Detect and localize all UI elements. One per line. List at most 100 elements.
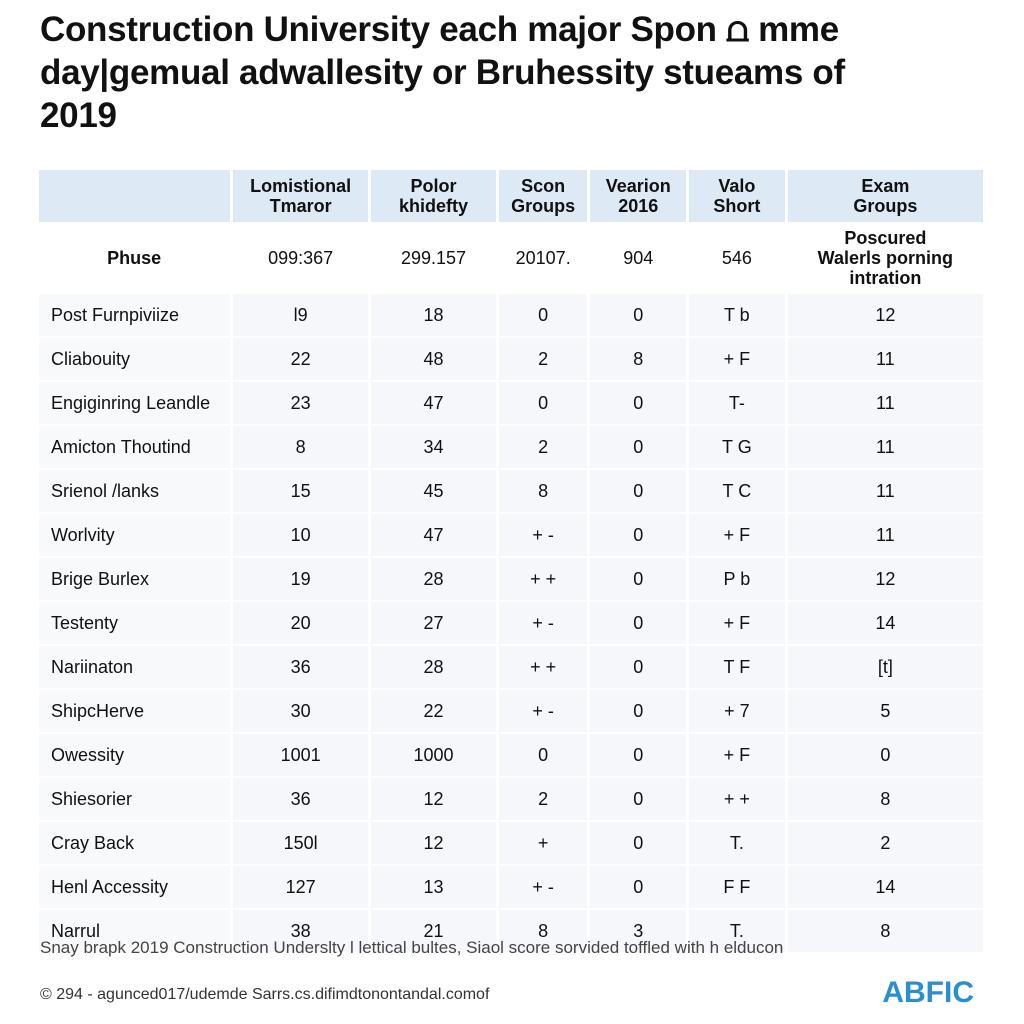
title: Construction University each major Spon … — [40, 8, 845, 137]
header-cell: Polor khidefty — [371, 170, 496, 222]
table-cell: 8 — [590, 338, 687, 380]
header-cell: Exam Groups — [787, 170, 983, 222]
table-row: Testenty 20 27 + -0 + F 14 — [39, 602, 983, 644]
table-cell: 12 — [371, 778, 496, 820]
table-cell: 13 — [371, 866, 496, 908]
table-cell: 0 — [590, 822, 687, 864]
table-cell: 0 — [498, 294, 588, 336]
table-cell: 11 — [787, 426, 983, 468]
table-cell: 8 — [498, 910, 588, 952]
table-cell: T C — [689, 470, 785, 512]
table-cell: 3 — [590, 910, 687, 952]
table-cell: 8 — [233, 426, 369, 468]
table-cell: 904 — [590, 224, 687, 292]
table-cell: F F — [689, 866, 785, 908]
table-cell: 0 — [787, 734, 983, 776]
table-cell: + + — [498, 646, 588, 688]
table-cell: 8 — [787, 910, 983, 952]
table-cell: ShipcHerve — [39, 690, 231, 732]
table-row: Brige Burlex 19 28 + +0 P b 12 — [39, 558, 983, 600]
table-cell: 23 — [233, 382, 369, 424]
table-cell: l9 — [233, 294, 369, 336]
table-cell: 12 — [787, 294, 983, 336]
title-line: Construction University each major Spon … — [40, 10, 839, 49]
table-cell: 299.157 — [371, 224, 496, 292]
table-cell: + 7 — [689, 690, 785, 732]
table-cell: 1001 — [233, 734, 369, 776]
table-cell: 8 — [498, 470, 588, 512]
table-cell: Nariinaton — [39, 646, 231, 688]
table-cell: 22 — [233, 338, 369, 380]
table-cell: 0 — [590, 690, 687, 732]
table-cell: 28 — [371, 558, 496, 600]
table-cell: 0 — [590, 602, 687, 644]
table-cell: 14 — [787, 602, 983, 644]
table-cell: 22 — [371, 690, 496, 732]
table-cell: 2 — [498, 338, 588, 380]
table-cell: Worlvity — [39, 514, 231, 556]
table-cell: + - — [498, 690, 588, 732]
table-cell: Phuse — [39, 224, 231, 292]
table-cell: 099:367 — [233, 224, 369, 292]
table-row: Post Furnpiviize l9 18 0 0 T b 12 — [39, 294, 983, 336]
table-row: Worlvity 10 47 + -0 + F 11 — [39, 514, 983, 556]
table-cell: 34 — [371, 426, 496, 468]
table-cell: + — [498, 822, 588, 864]
table-cell: 27 — [371, 602, 496, 644]
table-cell: 127 — [233, 866, 369, 908]
table-cell: 0 — [590, 382, 687, 424]
table-cell: 30 — [233, 690, 369, 732]
table-cell: 150l — [233, 822, 369, 864]
table-cell: P b — [689, 558, 785, 600]
table-cell: 19 — [233, 558, 369, 600]
table-cell: 0 — [590, 778, 687, 820]
table-cell: 11 — [787, 514, 983, 556]
table-cell: 11 — [787, 338, 983, 380]
table-row: Engiginring Leandle 23 47 0 0 T- 11 — [39, 382, 983, 424]
table-cell: 47 — [371, 514, 496, 556]
title-line: day|gemual adwallesity or Bruhessity stu… — [40, 53, 845, 92]
table-row: Cliabouity 22 48 2 8 + F 11 — [39, 338, 983, 380]
table-cell: T. — [689, 822, 785, 864]
table-cell: Poscured Walerls porning intration — [787, 224, 983, 292]
table-cell: 1000 — [371, 734, 496, 776]
table-cell: 0 — [590, 514, 687, 556]
table-cell: 28 — [371, 646, 496, 688]
table-cell: T F — [689, 646, 785, 688]
logo: ABFIC — [882, 976, 974, 1009]
caption: Snay brapk 2019 Construction Underslty l… — [40, 938, 784, 957]
table-cell: 0 — [590, 426, 687, 468]
table-cell: 11 — [787, 470, 983, 512]
table-cell: Amicton Thoutind — [39, 426, 231, 468]
table-cell: 12 — [371, 822, 496, 864]
table-cell: 10 — [233, 514, 369, 556]
header-cell: Vearion 2016 — [590, 170, 687, 222]
table-cell: T- — [689, 382, 785, 424]
table-cell: 38 — [233, 910, 369, 952]
table-cell: T b — [689, 294, 785, 336]
table-cell: 48 — [371, 338, 496, 380]
header-cell: Scon Groups — [498, 170, 588, 222]
table-cell: 36 — [233, 646, 369, 688]
table-cell: Shiesorier — [39, 778, 231, 820]
table-row: Cray Back 150l 12 +0 T. 2 — [39, 822, 983, 864]
table-cell: + - — [498, 514, 588, 556]
table-cell: T. — [689, 910, 785, 952]
table-cell: 8 — [787, 778, 983, 820]
table-cell: Brige Burlex — [39, 558, 231, 600]
table-row: Srienol /lanks 15 45 8 0 T C 11 — [39, 470, 983, 512]
table-body: Phuse 099:367 299.157 20107. 904 546 Poscured … — [39, 224, 983, 952]
table-cell: Post Furnpiviize — [39, 294, 231, 336]
header-cell: Valo Short — [689, 170, 785, 222]
table-cell: 20107. — [498, 224, 588, 292]
table-cell: + + — [689, 778, 785, 820]
table-cell: 12 — [787, 558, 983, 600]
table-cell: 0 — [590, 470, 687, 512]
table-cell: 0 — [498, 382, 588, 424]
table-cell: 0 — [590, 294, 687, 336]
data-table: Lomistional Tmaror Polor khidefty Scon Gro… — [36, 168, 986, 954]
table-cell: 36 — [233, 778, 369, 820]
